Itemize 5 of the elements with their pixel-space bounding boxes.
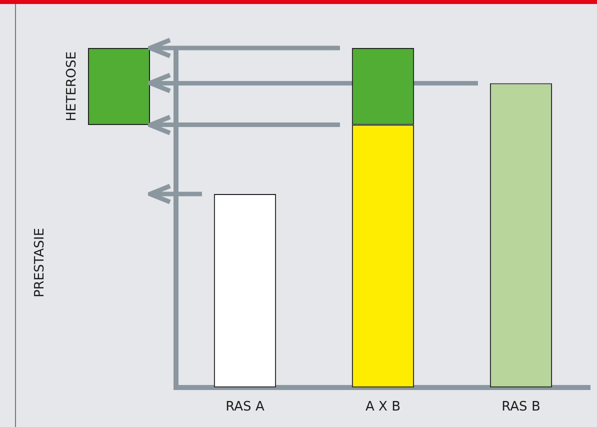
x-tick-label: RAS A <box>226 400 264 415</box>
x-tick-label: A X B <box>366 400 400 415</box>
text: PRESTASIE <box>32 228 48 298</box>
text: HETEROSE <box>64 51 80 122</box>
x-tick-label: RAS B <box>502 400 540 415</box>
